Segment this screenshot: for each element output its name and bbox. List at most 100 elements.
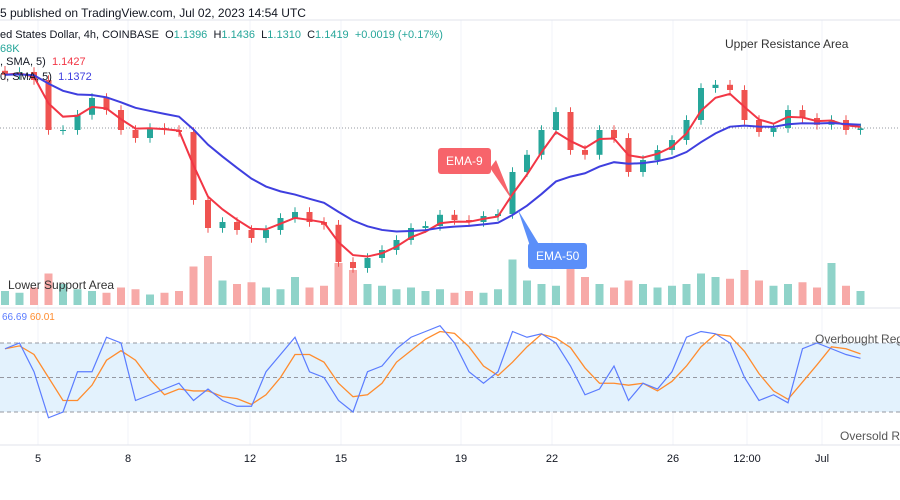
volume-bar [320, 285, 328, 305]
volume-bar [668, 285, 676, 305]
volume-bar [204, 256, 212, 305]
candle [698, 88, 704, 120]
candle [234, 222, 240, 230]
high-value: 1.1436 [221, 29, 256, 41]
volume-bar [407, 287, 415, 305]
volume-bar [479, 292, 488, 305]
low-label: L [261, 29, 268, 41]
candle [364, 258, 371, 268]
volume-bar [537, 284, 546, 305]
volume-bar [247, 282, 256, 305]
candle [393, 240, 400, 250]
volume-bar [160, 292, 169, 305]
volume-bar [566, 252, 575, 305]
candle [582, 150, 588, 155]
candle [727, 84, 733, 90]
volume-bar [450, 292, 459, 305]
volume-bar [117, 287, 125, 305]
change-value: +0.0019 (+0.17%) [354, 29, 443, 41]
candle [147, 128, 153, 138]
published-header: 5 published on TradingView.com, Jul 02, … [0, 6, 306, 20]
candle [567, 112, 574, 150]
volume-bar [784, 284, 792, 305]
x-tick-label: 19 [455, 453, 467, 465]
volume-bar [262, 287, 270, 305]
candle [538, 130, 545, 155]
x-tick-label: Jul [815, 453, 829, 465]
candle [248, 230, 255, 238]
candle [857, 128, 864, 130]
volume-bar [146, 294, 154, 305]
volume-bar [276, 289, 285, 305]
candle [408, 228, 414, 240]
candle [770, 128, 777, 132]
volume-bar [189, 266, 198, 305]
volume-bar [392, 289, 401, 305]
volume-bar [610, 287, 618, 305]
ema9-line [4, 72, 861, 258]
candle [451, 214, 458, 220]
x-tick-label: 12:00 [733, 453, 761, 465]
candle [45, 80, 52, 130]
volume-bar [88, 291, 96, 305]
x-tick-label: 26 [667, 453, 679, 465]
volume-bar [73, 289, 82, 305]
volume-bar [44, 273, 53, 305]
oversold-label: Oversold Re [840, 429, 900, 443]
volume-bar [305, 287, 314, 305]
volume-bar [1, 291, 9, 305]
ma1-label: , SMA, 5) [0, 56, 46, 68]
volume-bar [856, 291, 865, 305]
candle [437, 214, 443, 226]
volume-bar [813, 287, 821, 305]
stoch-k-value: 66.69 [2, 312, 28, 323]
symbol-legend: ed States Dollar, 4h, COINBASE O1.1396 H… [0, 29, 443, 41]
volume-bar [436, 289, 444, 305]
x-tick-label: 8 [125, 453, 131, 465]
ma2-label: 0, SMA, 5) [0, 71, 52, 83]
high-label: H [213, 29, 222, 41]
x-tick-label: 15 [335, 453, 347, 465]
volume-bar [653, 287, 662, 305]
volume-bar [218, 280, 227, 305]
stoch-d-line [4, 330, 861, 406]
volume-bar [421, 291, 430, 305]
candle [611, 130, 617, 138]
volume-bar [508, 259, 517, 305]
volume-bar [682, 284, 691, 305]
volume-bar [465, 291, 473, 305]
candle [596, 130, 603, 155]
symbol-name: ed States Dollar, 4h, COINBASE [0, 29, 159, 41]
ema9-pointer [490, 160, 512, 200]
candle [263, 230, 269, 238]
volume-bar [755, 280, 763, 305]
volume-bar [523, 280, 531, 305]
volume-bar [595, 284, 604, 305]
volume-bar [102, 292, 111, 305]
candle [785, 110, 791, 128]
stoch-d-value: 60.01 [29, 312, 55, 323]
volume-bar [233, 284, 241, 305]
x-tick-label: 5 [35, 453, 41, 465]
candle [103, 98, 110, 110]
candle [205, 200, 211, 228]
volume-bar [740, 270, 749, 305]
candle [306, 212, 313, 222]
stoch-legend: 66.69 60.01 [2, 312, 55, 323]
volume-bar [581, 277, 589, 305]
candle [799, 110, 806, 118]
ema50-line [4, 73, 861, 233]
close-value: 1.1419 [315, 29, 349, 41]
close-label: C [307, 29, 316, 41]
candle [553, 112, 559, 130]
open-label: O [165, 29, 174, 41]
volume-bar [769, 285, 778, 305]
volume-bar [30, 287, 38, 305]
candle [524, 154, 530, 172]
candle [654, 150, 661, 160]
volume-bar [291, 277, 299, 305]
candle [422, 226, 429, 228]
volume-bar [697, 273, 705, 305]
volume-bar [711, 277, 720, 305]
